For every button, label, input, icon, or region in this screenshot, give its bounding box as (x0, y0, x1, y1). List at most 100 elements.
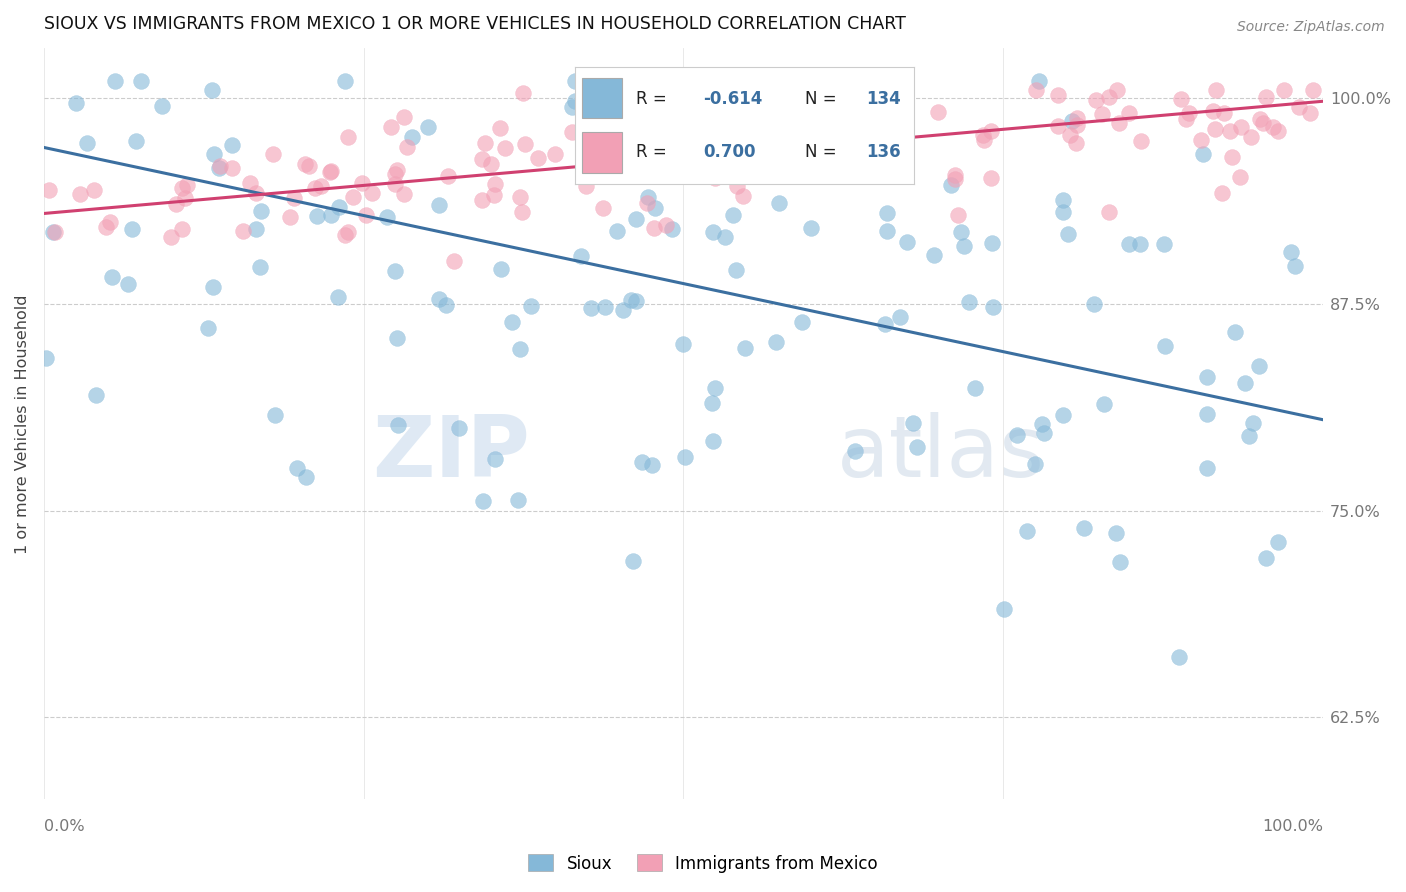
Legend: Sioux, Immigrants from Mexico: Sioux, Immigrants from Mexico (522, 847, 884, 880)
Point (700, 396, 723, 410)
Point (1229, 169, 1251, 184)
Point (104, 74, 127, 88)
Point (641, 458, 664, 473)
Point (873, 110, 896, 124)
Point (768, 196, 790, 211)
Point (1205, 83, 1227, 97)
Point (494, 141, 516, 155)
Point (790, 315, 813, 329)
Point (689, 121, 711, 136)
Point (673, 450, 696, 464)
Point (673, 136, 696, 150)
Point (305, 209, 328, 223)
Point (1237, 429, 1260, 443)
Point (1220, 150, 1243, 164)
Point (506, 492, 529, 507)
Point (1066, 118, 1088, 132)
Point (1017, 524, 1039, 538)
Point (309, 179, 332, 194)
Point (1178, 106, 1201, 120)
Point (619, 164, 641, 178)
Point (263, 408, 285, 422)
Point (544, 147, 567, 161)
Point (768, 138, 790, 153)
Text: SIOUX VS IMMIGRANTS FROM MEXICO 1 OR MORE VEHICLES IN HOUSEHOLD CORRELATION CHAR: SIOUX VS IMMIGRANTS FROM MEXICO 1 OR MOR… (44, 15, 905, 33)
Point (1033, 426, 1056, 441)
Point (993, 602, 1015, 616)
Point (655, 218, 678, 232)
Point (807, 138, 830, 153)
Point (957, 295, 980, 310)
Point (1175, 112, 1198, 127)
Point (1240, 129, 1263, 144)
Point (889, 310, 911, 325)
Point (1129, 237, 1152, 252)
Point (654, 102, 676, 116)
Point (943, 172, 966, 186)
Point (972, 128, 994, 142)
Point (384, 167, 406, 181)
Point (447, 421, 470, 435)
Point (1195, 461, 1218, 475)
Point (848, 156, 870, 170)
Point (283, 190, 305, 204)
Point (319, 165, 342, 179)
Point (1108, 116, 1130, 130)
Point (672, 336, 695, 351)
Point (197, 321, 219, 335)
Point (1154, 339, 1177, 353)
Point (980, 235, 1002, 250)
Text: Source: ZipAtlas.com: Source: ZipAtlas.com (1237, 20, 1385, 34)
Point (38, 183, 60, 197)
Point (901, 417, 924, 431)
Point (1284, 259, 1306, 273)
Point (668, 156, 690, 170)
Point (1153, 236, 1175, 251)
Point (761, 133, 783, 147)
Point (427, 197, 450, 211)
Point (471, 193, 494, 207)
Point (501, 314, 523, 328)
Point (1066, 111, 1088, 125)
Point (953, 238, 976, 252)
Point (1005, 428, 1028, 442)
Point (800, 220, 823, 235)
Point (1195, 407, 1218, 421)
Point (418, 120, 440, 134)
Point (734, 341, 756, 355)
Point (512, 86, 534, 100)
Point (335, 227, 357, 242)
Point (65, 96, 87, 111)
Point (876, 224, 898, 238)
Point (1254, 550, 1277, 565)
Point (443, 254, 465, 268)
Point (1105, 83, 1128, 97)
Point (1073, 521, 1095, 535)
Point (1060, 114, 1083, 128)
Point (1031, 417, 1053, 431)
Point (1267, 124, 1289, 138)
Point (1191, 133, 1213, 147)
Point (621, 554, 644, 568)
Point (1241, 416, 1264, 430)
Point (297, 159, 319, 173)
Point (354, 208, 377, 222)
Point (765, 334, 787, 349)
Point (482, 188, 505, 202)
Point (202, 147, 225, 161)
Text: atlas: atlas (837, 412, 1045, 495)
Point (1098, 204, 1121, 219)
Point (76, 136, 98, 150)
Point (612, 153, 634, 168)
Point (1288, 100, 1310, 114)
Point (98, 215, 121, 229)
Point (636, 124, 658, 138)
Point (1167, 650, 1189, 665)
Point (131, 74, 153, 88)
Point (512, 204, 534, 219)
Point (342, 190, 364, 204)
Point (973, 133, 995, 147)
Point (294, 157, 316, 171)
Point (980, 170, 1002, 185)
Point (484, 452, 506, 467)
